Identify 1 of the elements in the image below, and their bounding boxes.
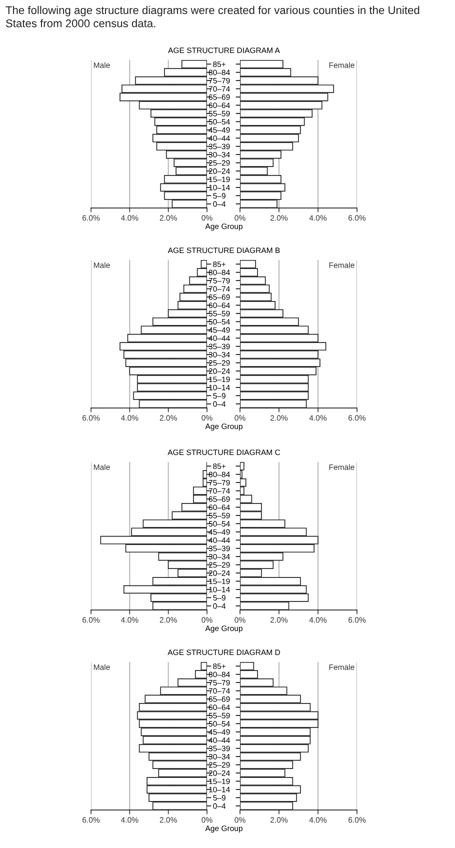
- text: The following age structure diagrams were created for various counties in the United States from 2000 census data.: [6, 6, 420, 28]
